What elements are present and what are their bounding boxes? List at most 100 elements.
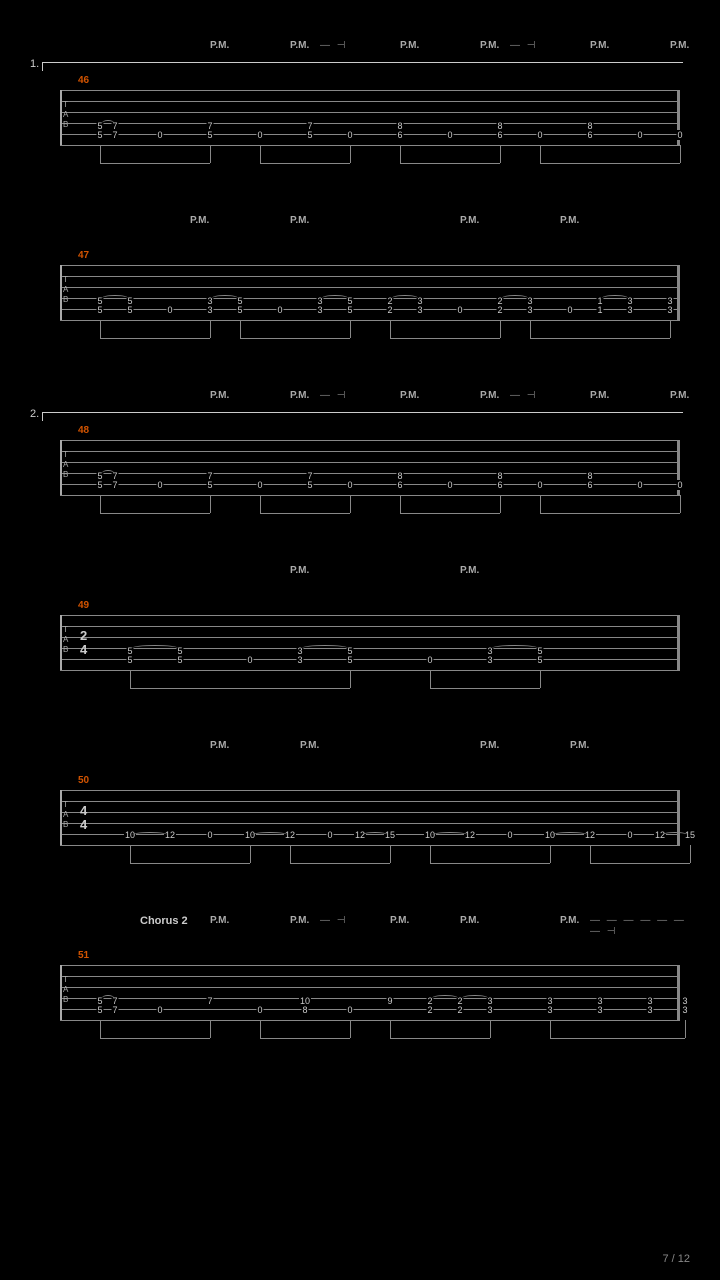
palm-mute-label: P.M. [390, 915, 409, 926]
tab-note: 3 [486, 655, 493, 665]
tab-note: 0 [426, 655, 433, 665]
repeat-label: 1. [30, 58, 39, 70]
time-signature: 44 [80, 804, 87, 832]
palm-mute-label: P.M. [590, 390, 609, 401]
tab-note: 0 [626, 830, 633, 840]
tab-letters: TAB [63, 800, 68, 830]
tab-note: 5 [536, 655, 543, 665]
tab-note: 2 [496, 305, 503, 315]
tab-note: 5 [96, 480, 103, 490]
tab-note: 0 [566, 305, 573, 315]
tab-note: 0 [636, 480, 643, 490]
tab-note: 0 [206, 830, 213, 840]
measure-number: 50 [78, 775, 89, 786]
tab-note: 3 [486, 1005, 493, 1015]
palm-mute-label: P.M. [210, 915, 229, 926]
tab-note: 8 [301, 1005, 308, 1015]
palm-mute-label: P.M. [670, 390, 689, 401]
tab-note: 0 [446, 480, 453, 490]
tab-note: 0 [536, 130, 543, 140]
tab-note: 5 [96, 1005, 103, 1015]
palm-mute-label: P.M. [290, 40, 309, 51]
tab-note: 0 [446, 130, 453, 140]
palm-mute-label: P.M. [560, 915, 579, 926]
tab-note: 7 [111, 130, 118, 140]
measure-number: 46 [78, 75, 89, 86]
tab-note: 0 [506, 830, 513, 840]
tab-note: 0 [326, 830, 333, 840]
tab-note: 2 [386, 305, 393, 315]
tab-note: 9 [386, 996, 393, 1006]
tab-note: 0 [256, 130, 263, 140]
palm-mute-label: P.M. [210, 740, 229, 751]
palm-mute-label: P.M. [460, 215, 479, 226]
time-signature: 24 [80, 629, 87, 657]
palm-mute-label: P.M. [590, 40, 609, 51]
tab-note: 3 [596, 1005, 603, 1015]
measure: P.M.P.M.P.M.P.M.P.M.— ⊣— — — — — — — ⊣Ch… [30, 915, 690, 1045]
tab-note: 0 [276, 305, 283, 315]
measure-number: 48 [78, 425, 89, 436]
measure-number: 51 [78, 950, 89, 961]
tab-note: 0 [156, 1005, 163, 1015]
tab-staff: TAB557707507508608608600 [60, 90, 680, 145]
tab-note: 2 [426, 1005, 433, 1015]
tab-note: 3 [681, 1005, 688, 1015]
measure: P.M.P.M.49TAB2455550335503355 [30, 565, 690, 695]
tab-letters: TAB [63, 625, 68, 655]
palm-mute-label: P.M. [190, 215, 209, 226]
measure: P.M.P.M.P.M.P.M.P.M.P.M.— ⊣— ⊣1.46TAB557… [30, 40, 690, 170]
tab-note: 7 [111, 1005, 118, 1015]
tab-note: 6 [396, 480, 403, 490]
measure-number: 49 [78, 600, 89, 611]
tab-staff: TAB2455550335503355 [60, 615, 680, 670]
tab-note: 0 [676, 480, 683, 490]
tab-note: 5 [206, 130, 213, 140]
tab-note: 0 [346, 480, 353, 490]
palm-mute-label: P.M. [480, 740, 499, 751]
palm-mute-label: P.M. [400, 40, 419, 51]
tab-note: 3 [316, 305, 323, 315]
tab-note: 7 [206, 996, 213, 1006]
repeat-label: 2. [30, 408, 39, 420]
tab-letters: TAB [63, 975, 68, 1005]
tab-note: 0 [676, 130, 683, 140]
tab-staff: TAB441012010120121510120101201215 [60, 790, 680, 845]
palm-mute-label: P.M. [570, 740, 589, 751]
tab-note: 5 [346, 305, 353, 315]
tab-note: 3 [546, 1005, 553, 1015]
palm-mute-label: P.M. [480, 40, 499, 51]
tab-note: 0 [246, 655, 253, 665]
tab-note: 3 [206, 305, 213, 315]
tab-note: 5 [126, 305, 133, 315]
palm-mute-label: P.M. [290, 915, 309, 926]
tab-note: 5 [306, 480, 313, 490]
tab-note: 6 [586, 480, 593, 490]
tab-note: 3 [626, 305, 633, 315]
measure-number: 47 [78, 250, 89, 261]
tab-note: 3 [296, 655, 303, 665]
measure: P.M.P.M.P.M.P.M.47TAB5555033550335522330… [30, 215, 690, 345]
tab-letters: TAB [63, 275, 68, 305]
tab-note: 7 [111, 480, 118, 490]
tab-note: 0 [636, 130, 643, 140]
tab-note: 1 [596, 305, 603, 315]
tab-note: 5 [96, 130, 103, 140]
palm-mute-label: P.M. [290, 565, 309, 576]
tab-note: 5 [126, 655, 133, 665]
tab-note: 6 [496, 480, 503, 490]
tab-note: 0 [156, 130, 163, 140]
tab-note: 3 [416, 305, 423, 315]
measure: P.M.P.M.P.M.P.M.P.M.P.M.— ⊣— ⊣2.48TAB557… [30, 390, 690, 520]
tab-letters: TAB [63, 450, 68, 480]
tab-note: 0 [256, 480, 263, 490]
tab-note: 0 [166, 305, 173, 315]
tab-note: 0 [456, 305, 463, 315]
tab-note: 5 [176, 655, 183, 665]
tab-note: 5 [236, 305, 243, 315]
tab-note: 0 [346, 1005, 353, 1015]
tab-note: 6 [496, 130, 503, 140]
tab-note: 0 [156, 480, 163, 490]
tab-letters: TAB [63, 100, 68, 130]
tab-note: 6 [396, 130, 403, 140]
